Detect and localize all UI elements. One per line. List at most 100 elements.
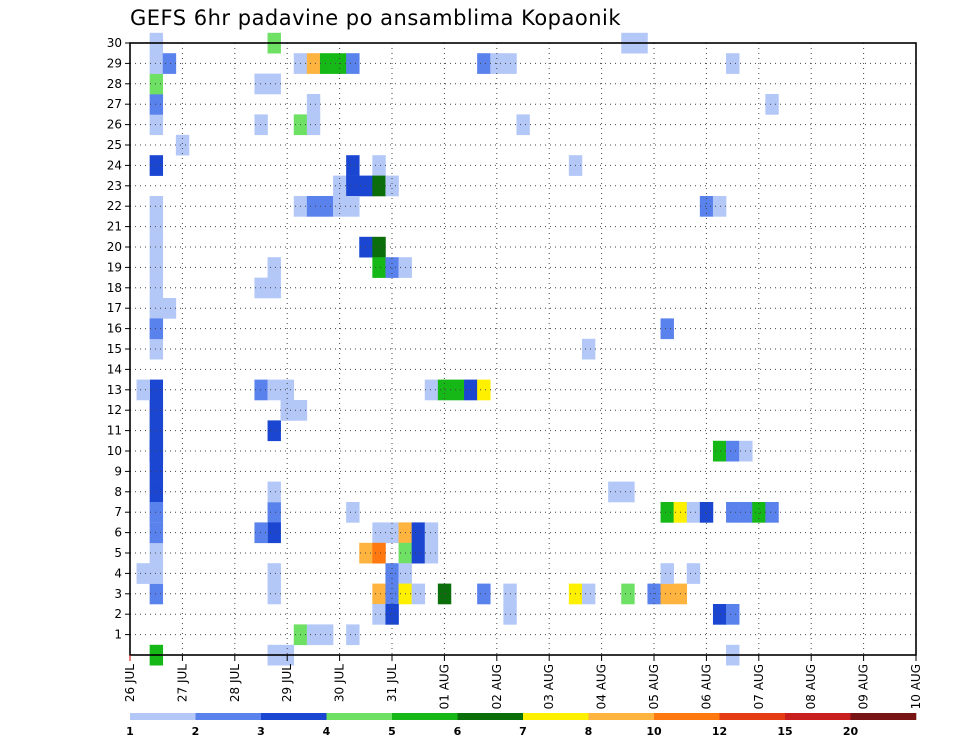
chart-title: GEFS 6hr padavine po ansamblima Kopaonik (130, 6, 622, 30)
heatmap-cell (306, 624, 321, 646)
x-tick-label: 06 AUG (699, 664, 713, 709)
heatmap-cell (306, 114, 321, 136)
legend-swatch (457, 713, 524, 720)
heatmap-cell (726, 502, 740, 523)
heatmap-cell (372, 257, 386, 278)
x-tick-label: 10 AUG (909, 664, 923, 709)
heatmap-cell (712, 604, 727, 625)
heatmap-cell (686, 563, 701, 584)
y-tick-label: 21 (107, 220, 122, 234)
legend-label: 15 (777, 725, 792, 738)
heatmap-cell (411, 542, 426, 564)
heatmap-cell (306, 53, 321, 74)
heatmap-cell (581, 583, 596, 605)
legend-swatch (392, 713, 458, 720)
heatmap-cell (516, 114, 530, 136)
y-tick-label: 19 (107, 260, 122, 274)
heatmap-cell (712, 440, 727, 462)
heatmap-cell (149, 502, 164, 523)
heatmap-cell (149, 440, 164, 462)
x-tick-label: 02 AUG (490, 664, 504, 709)
heatmap-cell (267, 583, 281, 605)
y-tick-label: 22 (107, 199, 122, 213)
heatmap-cell (346, 502, 360, 523)
heatmap-cell (149, 114, 164, 136)
y-tick-label: 17 (107, 301, 122, 315)
heatmap-cell (149, 461, 164, 482)
heatmap-cell (149, 481, 164, 503)
y-axis: 1234567891011121314151617181920212223242… (107, 36, 130, 642)
heatmap-cell (385, 257, 399, 278)
y-tick-label: 8 (114, 485, 122, 499)
x-tick-label: 27 JUL (175, 664, 189, 702)
x-tick-label: 03 AUG (542, 664, 556, 709)
heatmap-cell (149, 298, 164, 319)
legend-swatch (130, 713, 196, 720)
legend-label: 7 (519, 725, 527, 738)
heatmap-cell (699, 196, 714, 217)
heatmap-cell (267, 379, 281, 401)
y-tick-label: 25 (107, 138, 122, 152)
legend-label: 3 (257, 725, 265, 738)
heatmap-cell (333, 175, 347, 197)
heatmap-cell (149, 257, 164, 278)
y-tick-label: 10 (107, 444, 122, 458)
heatmap-cell (162, 53, 177, 74)
heatmap-cell (346, 624, 360, 646)
heatmap-cell (346, 196, 360, 217)
heatmap-cell (267, 73, 281, 95)
y-tick-label: 29 (107, 56, 122, 70)
y-tick-label: 1 (114, 628, 122, 642)
heatmap-cell (726, 440, 740, 462)
x-tick-label: 31 JUL (385, 664, 399, 702)
y-tick-label: 13 (107, 383, 122, 397)
legend-swatch (326, 713, 393, 720)
heatmap-cell (149, 379, 164, 401)
legend-swatch (785, 713, 851, 720)
x-tick-label: 29 JUL (280, 664, 294, 702)
heatmap-cell (149, 400, 164, 421)
heatmap-cell (149, 542, 164, 564)
heatmap-cell (765, 502, 779, 523)
legend-swatch (719, 713, 786, 720)
legend-label: 10 (646, 725, 662, 738)
legend-swatch (261, 713, 327, 720)
heatmap-cell (372, 604, 386, 625)
x-tick-label: 26 JUL (123, 664, 137, 702)
heatmap-cell (346, 175, 360, 197)
heatmap-cell (149, 155, 164, 176)
y-tick-label: 16 (107, 322, 122, 336)
y-tick-label: 23 (107, 179, 122, 193)
heatmap-cell (175, 134, 190, 156)
heatmap-cell (372, 175, 386, 197)
y-tick-label: 9 (114, 464, 122, 478)
heatmap-cell (699, 502, 714, 523)
heatmap-cell (149, 318, 164, 340)
heatmap-cell (346, 53, 360, 74)
heatmap-cell (660, 563, 674, 584)
heatmap-cell (267, 563, 281, 584)
heatmap-cell (254, 379, 268, 401)
x-tick-label: 08 AUG (804, 664, 818, 709)
heatmap-cell (346, 155, 360, 176)
legend-label: 6 (454, 725, 462, 738)
heatmap-cell (136, 379, 150, 401)
legend-swatch (654, 713, 720, 720)
heatmap-cell (581, 338, 596, 360)
x-tick-label: 28 JUL (228, 664, 242, 702)
heatmap-cell (267, 277, 281, 299)
heatmap-cell (267, 257, 281, 278)
x-tick-label: 09 AUG (857, 664, 871, 709)
heatmap-cell (319, 624, 334, 646)
heatmap-cell (149, 236, 164, 258)
x-axis: 26 JUL 27 JUL 28 JUL 29 JUL 30 JUL 31 JUL 01 A… (123, 655, 923, 709)
heatmap-cell (660, 318, 674, 340)
y-tick-label: 15 (107, 342, 122, 356)
legend-label: 8 (585, 725, 593, 738)
heatmap-cell (660, 502, 674, 523)
x-tick-label: 05 AUG (647, 664, 661, 709)
legend-label: 2 (192, 725, 200, 738)
legend-label: 4 (323, 725, 331, 738)
y-tick-label: 3 (114, 587, 122, 601)
heatmap-cell (752, 502, 766, 523)
